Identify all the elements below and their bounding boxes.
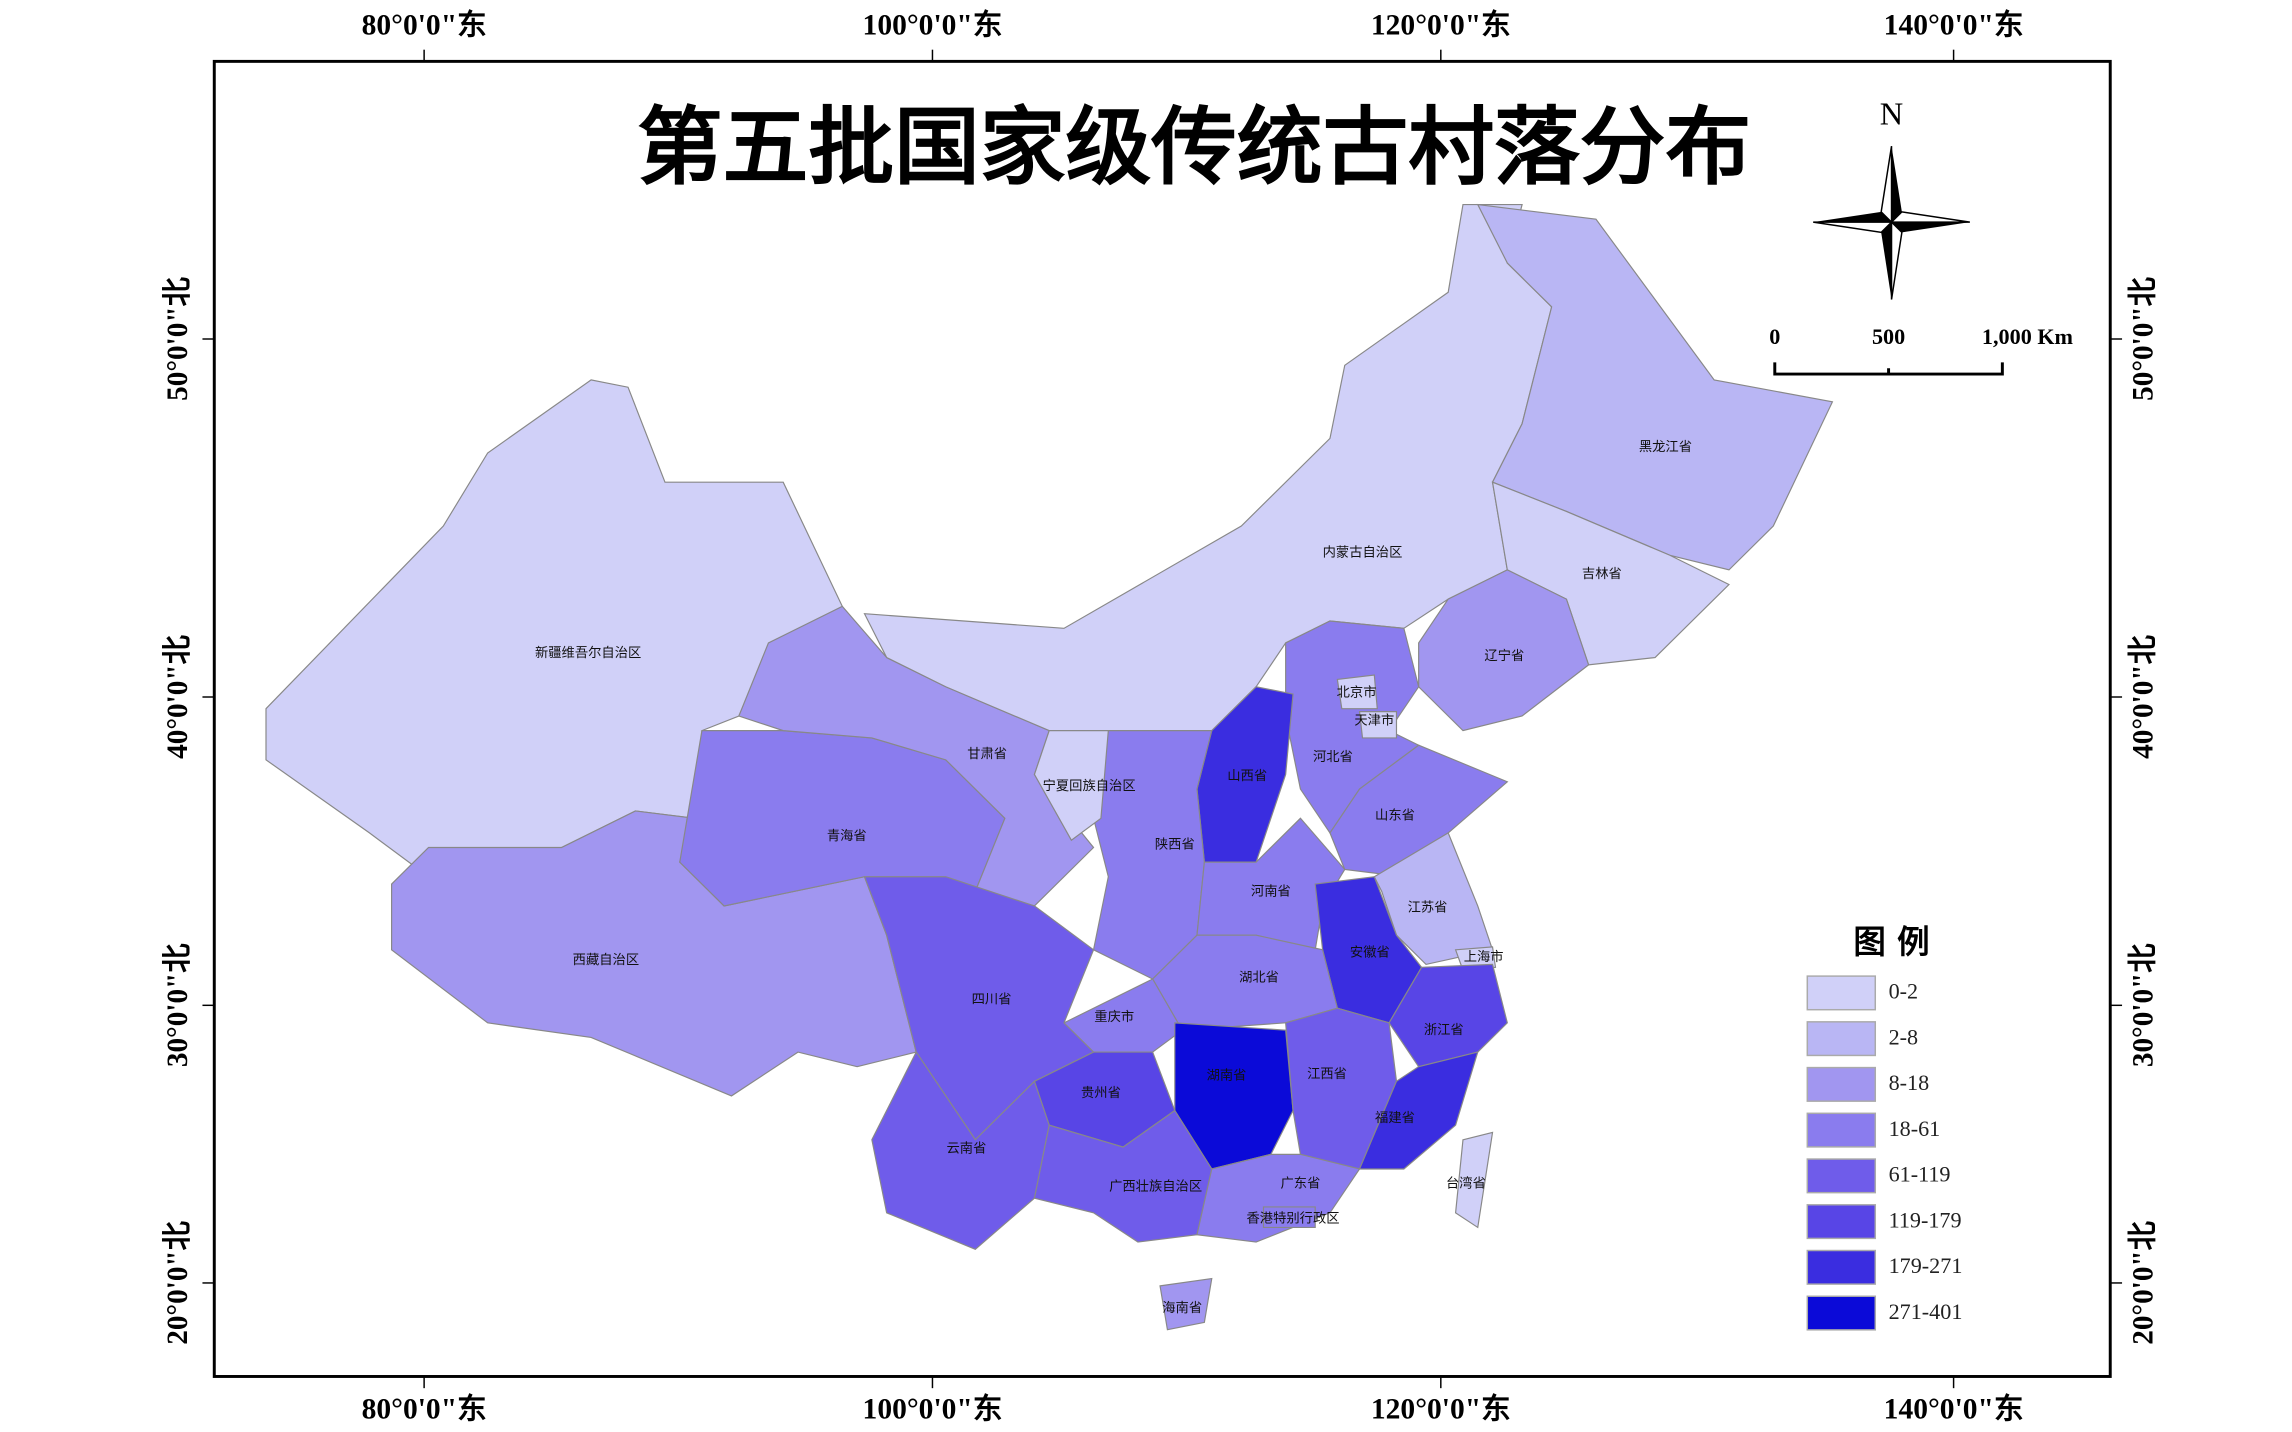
province-label: 江苏省: [1408, 899, 1448, 915]
province-label: 山西省: [1227, 768, 1267, 784]
lon-label: 120°0'0"东: [1371, 8, 1511, 42]
province-label: 新疆维吾尔自治区: [535, 645, 641, 661]
lat-label: 20°0'0"北: [161, 1221, 194, 1345]
scale-label: 0: [1769, 324, 1780, 349]
province: [1454, 1131, 1494, 1229]
arrow-part: [1891, 222, 1970, 233]
lat-label: 40°0'0"北: [2126, 635, 2159, 759]
legend-swatch: [1806, 1295, 1877, 1331]
scale-label: 1,000 Km: [1982, 324, 2073, 349]
province: [1196, 1153, 1361, 1243]
province-label: 湖北省: [1239, 970, 1279, 986]
province: [1358, 1051, 1479, 1170]
legend-swatch: [1806, 975, 1877, 1011]
scale-label: 500: [1872, 324, 1905, 349]
province-label: 台湾省: [1446, 1175, 1486, 1192]
lon-label: 140°0'0"东: [1884, 8, 2024, 42]
province: [1033, 730, 1109, 842]
province-label: 湖南省: [1207, 1068, 1247, 1084]
province-label: 河南省: [1251, 883, 1291, 899]
province: [1159, 1277, 1213, 1331]
legend-label: 179-271: [1889, 1253, 1963, 1278]
scale-bar: [1773, 362, 2004, 376]
arrow-part: [1891, 146, 1902, 223]
legend-swatch: [1806, 1249, 1877, 1285]
lon-label: 120°0'0"东: [1371, 1391, 1511, 1425]
province-label: 安徽省: [1350, 945, 1390, 961]
province-label: 四川省: [972, 992, 1012, 1008]
arrow-part: [1813, 221, 1894, 234]
province-label: 江西省: [1307, 1066, 1347, 1082]
legend-swatch: [1806, 1112, 1877, 1148]
lon-label: 80°0'0"东: [362, 8, 487, 42]
legend-label: 271-401: [1889, 1299, 1963, 1324]
province-label: 香港特别行政区: [1247, 1211, 1340, 1227]
province-label: 西藏自治区: [573, 952, 639, 968]
lon-label: 140°0'0"东: [1884, 1391, 2024, 1425]
legend-label: 18-61: [1889, 1116, 1941, 1141]
province-label: 北京市: [1337, 684, 1377, 701]
province: [1262, 1206, 1316, 1229]
province-label: 海南省: [1162, 1300, 1202, 1316]
province-label: 重庆市: [1094, 1008, 1134, 1025]
province-label: 天津市: [1354, 711, 1394, 728]
lat-label: 50°0'0"北: [2126, 277, 2159, 401]
legend-swatch: [1806, 1066, 1877, 1102]
province-label: 贵州省: [1081, 1085, 1121, 1101]
arrow-part: [1881, 222, 1892, 300]
legend-swatch: [1806, 1204, 1877, 1240]
province-label: 广东省: [1280, 1176, 1320, 1192]
province-label: 吉林省: [1582, 566, 1622, 582]
province-label: 青海省: [827, 828, 867, 844]
legend-label: 2-8: [1889, 1025, 1919, 1050]
lon-label: 100°0'0"东: [863, 8, 1003, 42]
scale-line: [1773, 362, 2004, 376]
province-label: 甘肃省: [967, 746, 1007, 762]
province-label: 辽宁省: [1484, 647, 1524, 664]
province-label: 黑龙江省: [1639, 439, 1692, 455]
north-label: N: [1880, 95, 1903, 131]
lon-label: 100°0'0"东: [863, 1391, 1003, 1425]
lat-label: 20°0'0"北: [2126, 1221, 2159, 1345]
legend-label: 0-2: [1889, 979, 1919, 1004]
province: [1358, 711, 1398, 739]
north-arrow: N: [1813, 95, 1970, 300]
legend-swatch: [1806, 1158, 1877, 1194]
legend-swatch: [1806, 1021, 1877, 1057]
lat-label: 50°0'0"北: [161, 277, 194, 401]
province-label: 山东省: [1375, 807, 1415, 823]
legend-label: 61-119: [1889, 1162, 1951, 1187]
lon-label: 80°0'0"东: [362, 1391, 487, 1425]
lat-label: 30°0'0"北: [161, 943, 194, 1067]
province-label: 内蒙古自治区: [1323, 544, 1403, 560]
province-label: 广西壮族自治区: [1109, 1179, 1202, 1195]
province-label: 宁夏回族自治区: [1043, 777, 1136, 794]
province-label: 福建省: [1375, 1110, 1415, 1126]
lat-label: 30°0'0"北: [2126, 943, 2159, 1067]
legend-title: 图 例: [1853, 923, 1929, 961]
province: [738, 605, 1095, 907]
legend-label: 8-18: [1889, 1070, 1930, 1095]
province-label: 浙江省: [1424, 1022, 1464, 1038]
arrow-part: [1889, 211, 1970, 223]
arrow-part: [1813, 211, 1892, 223]
province-label: 陕西省: [1155, 837, 1195, 853]
province: [1329, 744, 1509, 878]
province: [1418, 569, 1590, 732]
province-label: 云南省: [947, 1141, 987, 1157]
province: [1336, 674, 1378, 710]
province-label: 上海市: [1464, 948, 1504, 965]
legend-label: 119-179: [1889, 1207, 1962, 1232]
lat-label: 40°0'0"北: [161, 635, 194, 759]
map-title: 第五批国家级传统古村落分布: [637, 99, 1751, 197]
province-label: 河北省: [1313, 749, 1353, 765]
